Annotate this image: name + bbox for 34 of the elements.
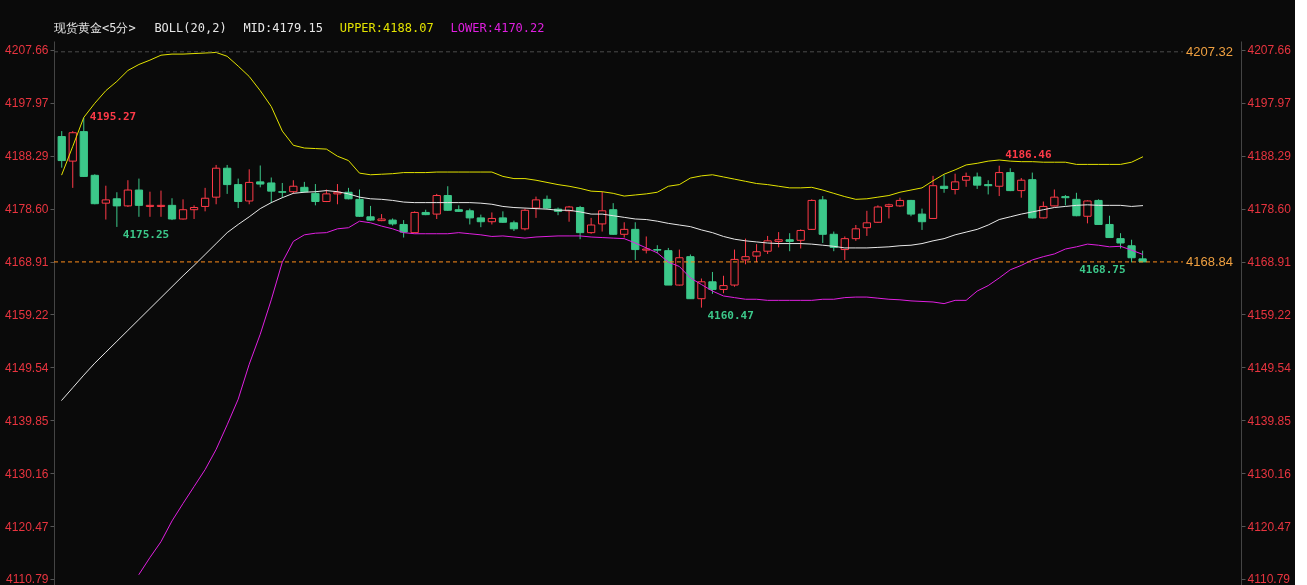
y-tick-label: 4130.16 [5,466,49,481]
y2-tick-label: 4197.97 [1247,96,1292,111]
y-tick-label: 4188.29 [5,149,49,164]
y2-tick-label: 4149.54 [1247,360,1292,375]
text: UPPER:4188.07 [339,21,434,35]
y2-tick-label: 4120.47 [1247,519,1292,534]
y-tick-label: 4139.85 [5,413,49,428]
y-tick-label: 4178.60 [5,202,49,217]
y-tick-label: 4110.79 [6,572,49,585]
text: 4207.32 [1186,43,1233,59]
y-tick-label: 4207.66 [5,43,49,58]
text: LOWER:4170.22 [450,21,545,35]
y2-tick-label: 4178.60 [1247,202,1292,217]
legend-title: BOLL(20,2) [154,21,227,35]
chart-title: 现货黄金<5分> [54,21,136,35]
y2-tick-label: 4130.16 [1247,466,1292,481]
y-tick-label: 4120.47 [5,519,49,534]
annotation: 4168.75 [1079,263,1126,277]
y-tick-label: 4197.97 [5,96,49,111]
y2-tick-label: 4207.66 [1247,43,1292,58]
y2-tick-label: 4159.22 [1247,307,1292,322]
y2-tick-label: 4110.79 [1247,572,1291,585]
annotation: 4175.25 [122,227,170,241]
annotation: 4186.46 [1005,147,1052,161]
annotation: 4160.47 [707,308,754,322]
y2-tick-label: 4168.91 [1247,255,1292,270]
text: 4168.84 [1186,253,1233,269]
text: MID:4179.15 [243,21,323,35]
y-tick-label: 4159.22 [5,307,49,322]
y-tick-label: 4168.91 [5,255,49,270]
y2-tick-label: 4188.29 [1247,149,1292,164]
annotation: 4195.27 [89,109,137,123]
y2-tick-label: 4139.85 [1247,413,1292,428]
y-tick-label: 4149.54 [5,360,49,375]
